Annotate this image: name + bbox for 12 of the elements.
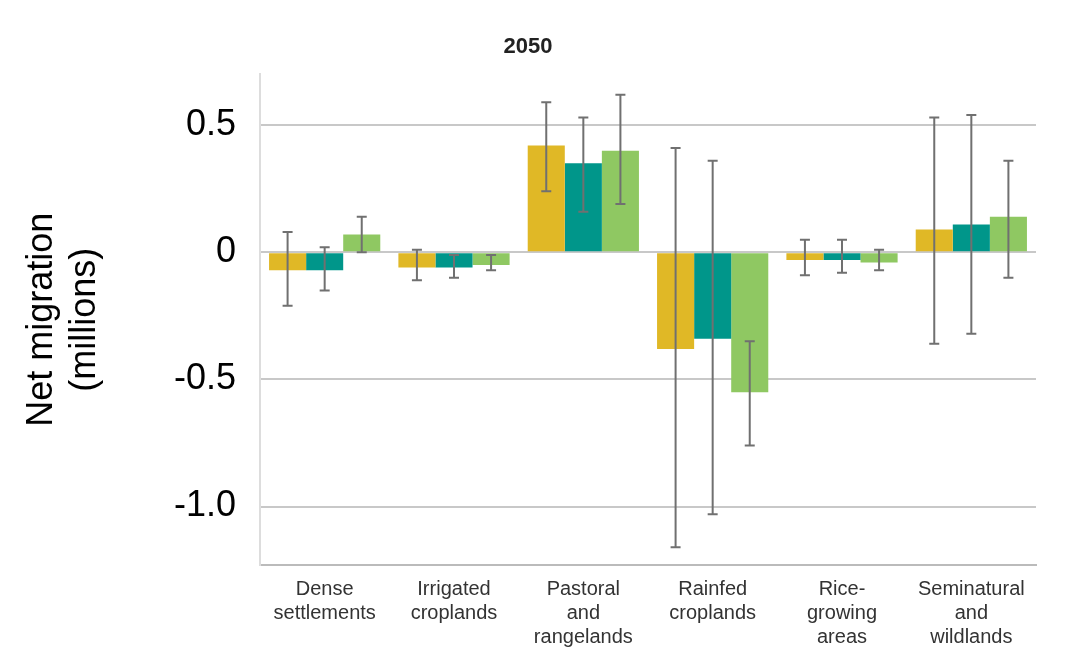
x-tick-label: Rice-growing areas xyxy=(806,576,878,647)
y-tick-label: 0.5 xyxy=(185,102,236,144)
y-tick-label: 0 xyxy=(215,229,236,271)
y-tick-label: -1.0 xyxy=(173,483,236,525)
chart-title: 2050 xyxy=(503,33,553,59)
y-tick-label: -0.5 xyxy=(173,356,236,398)
x-tick-label: Seminatural and wildlands xyxy=(917,576,1025,647)
x-tick-label: Dense settlements xyxy=(273,576,376,623)
x-tick-label: Irrigated croplands xyxy=(410,576,498,623)
x-tick-label: Rainfed croplands xyxy=(669,576,757,623)
x-tick-label: Pastoral and rangelands xyxy=(533,576,633,647)
y-axis-title: Net migration (millions) xyxy=(18,212,103,427)
